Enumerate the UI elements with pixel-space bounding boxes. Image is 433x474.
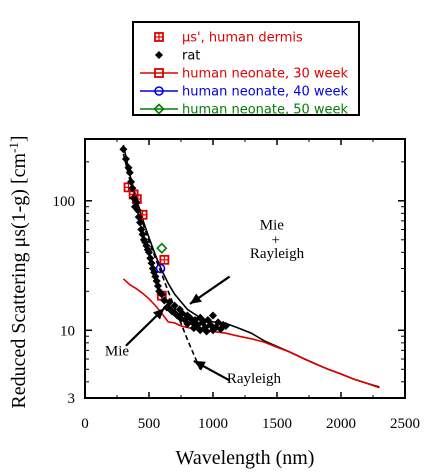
data-point-rat [214, 318, 223, 327]
y-tick-label: 10 [60, 323, 75, 339]
data-point-human-neonate-40-week [155, 263, 166, 274]
data-point-human-neonate-50-week [156, 242, 168, 254]
data-point-rat [119, 145, 128, 154]
series-line-mie [122, 278, 380, 389]
legend-entry-human-neonate-30-week: human neonate, 30 week [140, 67, 349, 82]
data-point-rat [196, 326, 205, 335]
x-axis-label: Wavelength (nm) [176, 447, 315, 469]
data-point-rat [133, 205, 142, 214]
legend-entry-human-neonate-40-week: human neonate, 40 week [140, 85, 349, 100]
data-point-rat [121, 155, 130, 164]
series-markers [119, 145, 230, 336]
legend-marker [154, 86, 164, 96]
data-point-rat [206, 320, 215, 329]
legend-marker [154, 68, 164, 78]
legend-label: human neonate, 50 week [182, 103, 349, 118]
data-point-rat [202, 327, 211, 336]
data-point-rat [125, 168, 134, 177]
plot-frame [84, 138, 406, 399]
x-tick-label: 1500 [262, 416, 292, 432]
annotation-arrow [193, 359, 231, 382]
data-point-rat [136, 218, 145, 227]
series-line-mie-rayleigh [122, 144, 380, 388]
y-tick-label: 3 [68, 391, 76, 407]
data-point-s-human-dermis [159, 254, 170, 265]
data-point-rat [208, 326, 218, 335]
data-point-rat [208, 311, 218, 320]
annotation-rayleigh: Rayleigh [250, 246, 305, 262]
legend-entry-human-neonate-50-week: human neonate, 50 week [140, 103, 349, 118]
legend-marker [154, 32, 164, 42]
legend-entry-rat: rat [154, 49, 200, 64]
data-point-rat [157, 290, 166, 299]
x-axis: 0 500 1000 1500 2000 2500 [81, 139, 420, 432]
y-axis-label: Reduced Scattering μs(1-g) [cm-1] [6, 135, 30, 408]
series-lines [122, 144, 380, 389]
annotation-arrows [125, 275, 231, 382]
legend-label: human neonate, 40 week [182, 85, 349, 100]
legend-entry-s-human-dermis: μs', human dermis [154, 31, 303, 46]
annotation-mie: Mie [260, 218, 285, 234]
legend-marker [153, 103, 165, 115]
data-point-rat [128, 184, 137, 193]
data-point-rat [183, 319, 192, 328]
x-tick-label: 1000 [198, 416, 228, 432]
x-tick-label: 0 [81, 416, 89, 432]
legend-marker [154, 50, 164, 60]
annotation-arrow [125, 307, 166, 347]
y-axis-label-main: Reduced Scattering μs(1-g) [cm [8, 153, 30, 409]
data-point-rat [170, 308, 179, 318]
y-axis-label-suffix: ] [8, 135, 30, 142]
data-point-rat [189, 324, 198, 333]
legend: μs', human dermis rat human neonate, 30 we… [132, 21, 360, 118]
y-axis: 3 10 100 [53, 161, 405, 407]
legend-label: human neonate, 30 week [182, 67, 349, 82]
data-point-rat [176, 314, 186, 323]
data-point-rat [164, 303, 173, 312]
data-point-rat [127, 177, 136, 186]
x-tick-label: 2500 [390, 416, 420, 432]
annotation-arrow [189, 275, 231, 305]
data-point-rat [132, 197, 141, 206]
legend-box [132, 21, 360, 116]
x-tick-label: 500 [138, 416, 161, 432]
annotation-: + [271, 232, 279, 248]
data-point-rat [221, 321, 230, 330]
y-tick-label: 100 [53, 194, 76, 210]
annotation-rayleigh: Rayleigh [227, 371, 282, 387]
x-tick-label: 2000 [326, 416, 356, 432]
annotation-mie: Mie [105, 343, 130, 359]
legend-items: μs', human dermis rat human neonate, 30 we… [140, 31, 349, 118]
y-axis-label-superscript: -1 [6, 142, 21, 153]
legend-label: μs', human dermis [182, 31, 303, 46]
legend-label: rat [182, 49, 200, 64]
